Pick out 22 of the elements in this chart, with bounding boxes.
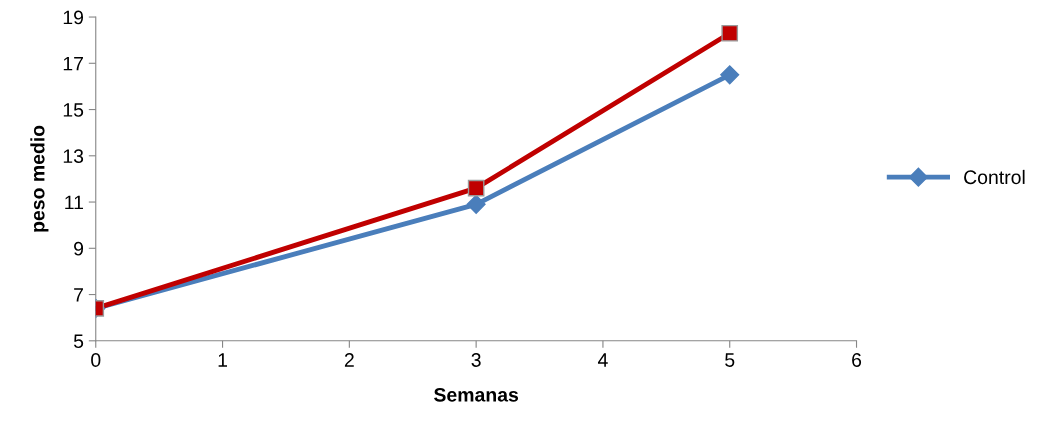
x-tick-label: 3 <box>471 353 481 367</box>
y-tick-label: 7 <box>74 288 83 302</box>
y-tick-label: 13 <box>63 149 84 164</box>
y-tick-label: 9 <box>74 241 84 256</box>
x-tick-label: 2 <box>344 353 354 367</box>
x-tick-label: 6 <box>852 353 862 367</box>
y-tick-label: 17 <box>63 56 83 71</box>
y-axis-title: peso medio <box>30 125 49 232</box>
y-tick-label: 11 <box>65 195 84 210</box>
point <box>721 24 739 42</box>
legend-label: Control <box>964 169 1025 185</box>
y-tick-label: 5 <box>73 334 84 349</box>
x-tick-label: 1 <box>218 353 228 367</box>
point <box>466 194 486 214</box>
x-axis-title: Semanas <box>434 387 519 402</box>
x-tick-label: 0 <box>91 353 101 367</box>
x-tick-label: 5 <box>725 353 735 367</box>
y-tick-label: 15 <box>63 103 84 117</box>
point <box>467 179 485 197</box>
x-tick-label: 4 <box>597 353 608 367</box>
y-tick-label: 19 <box>63 10 84 25</box>
point <box>720 65 740 85</box>
